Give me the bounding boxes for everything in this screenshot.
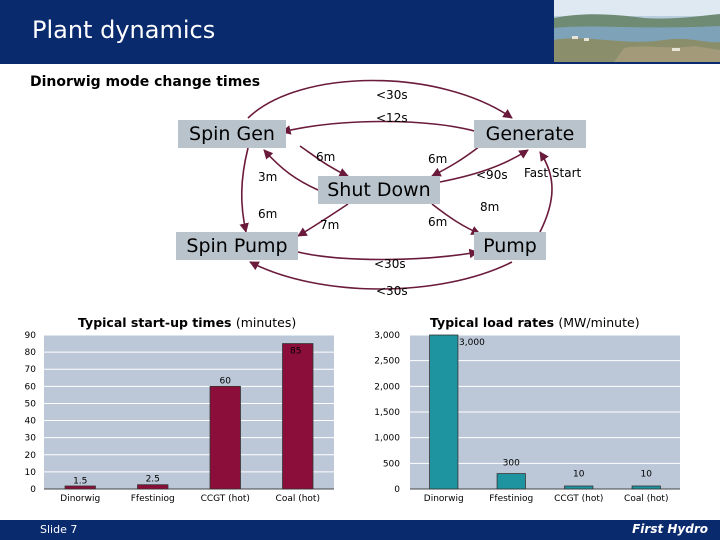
- arrow-generate-shutdown: [431, 145, 481, 177]
- slide-title: Plant dynamics: [32, 16, 216, 44]
- label-top-inner: <12s: [376, 111, 408, 125]
- brand-logo-text: First Hydro: [632, 522, 708, 536]
- bar-ccgt-hot-: [209, 385, 241, 490]
- startup-chart-title: Typical start-up times (minutes): [78, 315, 296, 330]
- loadrate-chart-title-unit: (MW/minute): [558, 315, 640, 330]
- label-shutdown-pump: 6m: [428, 215, 448, 229]
- node-shut-down: Shut Down: [318, 176, 440, 204]
- y-tick-label: 10: [25, 468, 37, 478]
- bar-dinorwig: [429, 334, 459, 490]
- arrow-shutdown-pump: [431, 203, 481, 235]
- loadrate-chart-title: Typical load rates (MW/minute): [430, 315, 640, 330]
- x-tick-label: Coal (hot): [276, 494, 320, 504]
- y-tick-label: 20: [25, 451, 37, 461]
- label-top-outer: <30s: [376, 88, 408, 102]
- x-tick-label: CCGT (hot): [201, 494, 250, 504]
- y-tick-label: 3,000: [374, 331, 400, 341]
- label-generate-shutdown: 6m: [428, 152, 448, 166]
- data-label: 2.5: [146, 475, 160, 485]
- node-spin-pump: Spin Pump: [176, 232, 298, 260]
- data-label: 10: [641, 469, 653, 479]
- y-tick-label: 50: [25, 399, 37, 409]
- label-pump-generate: 8m: [480, 200, 500, 214]
- startup-chart-title-text: Typical start-up times: [78, 315, 232, 330]
- arrow-spinpump-pump-inner: [297, 248, 479, 261]
- y-tick-label: 40: [25, 417, 37, 427]
- x-tick-label: Dinorwig: [424, 494, 464, 504]
- y-tick-label: 500: [383, 459, 400, 469]
- y-tick-label: 1,500: [374, 408, 400, 418]
- data-label: 300: [503, 459, 520, 469]
- data-label: 85: [290, 347, 301, 357]
- slide-number: Slide 7: [40, 523, 78, 536]
- y-tick-label: 0: [394, 485, 400, 495]
- node-spin-gen: Spin Gen: [178, 120, 286, 148]
- label-fast-start: Fast Start: [524, 166, 582, 180]
- label-spingen-spinpump: 6m: [258, 207, 278, 221]
- data-label: 60: [220, 376, 232, 386]
- arrow-pump-generate: [539, 151, 553, 233]
- data-label: 3,000: [459, 338, 485, 348]
- header-bar: Plant dynamics: [0, 0, 720, 64]
- bar-coal-hot-: [282, 343, 314, 490]
- bar-ffestiniog: [137, 484, 169, 490]
- y-tick-label: 1,000: [374, 434, 400, 444]
- x-tick-label: Dinorwig: [60, 494, 100, 504]
- label-bottom-inner: <30s: [374, 257, 406, 271]
- footer-bar: Slide 7 First Hydro: [0, 520, 720, 540]
- startup-chart-title-unit: (minutes): [235, 315, 297, 330]
- landscape-photo: [554, 0, 720, 62]
- label-shutdown-generate: <90s: [476, 168, 508, 182]
- label-spingen-shutdown: 6m: [316, 150, 336, 164]
- startup-times-chart: 0 10 20 30 40 50 60 70 80 90 1.5 Dinorwig 2.5 Ffestin…: [25, 331, 334, 504]
- y-tick-label: 80: [25, 348, 37, 358]
- arrow-pump-spinpump-outer: [249, 261, 513, 290]
- label-shutdown-spingen: 3m: [258, 170, 278, 184]
- y-tick-label: 70: [25, 365, 37, 375]
- label-shutdown-spinpump: 7m: [320, 218, 340, 232]
- y-tick-label: 60: [25, 382, 37, 392]
- y-tick-label: 2,000: [374, 382, 400, 392]
- data-label: 1.5: [73, 476, 87, 486]
- diagram-title: Dinorwig mode change times: [30, 74, 261, 90]
- data-label: 10: [573, 469, 585, 479]
- arrow-shutdown-spingen: [263, 149, 319, 191]
- node-generate: Generate: [474, 120, 586, 148]
- y-tick-label: 0: [30, 485, 36, 495]
- bar-ffestiniog: [496, 473, 526, 490]
- y-tick-label: 90: [25, 331, 37, 341]
- arrow-shutdown-spinpump: [297, 203, 349, 237]
- x-tick-label: Coal (hot): [624, 494, 668, 504]
- x-tick-label: Ffestiniog: [131, 494, 175, 504]
- y-tick-label: 30: [25, 434, 37, 444]
- arrow-shutdown-generate: [439, 149, 529, 183]
- arrow-spingen-generate-outer: [247, 79, 513, 119]
- load-rates-chart: 0 500 1,000 1,500 2,000 2,500 3,000 3,000 Dinorw…: [374, 331, 680, 504]
- arrow-spingen-spinpump: [239, 147, 249, 233]
- arrow-spingen-shutdown: [299, 145, 349, 177]
- x-tick-label: Ffestiniog: [489, 494, 533, 504]
- arrow-generate-spingen-inner: [281, 120, 479, 135]
- bar-coal-hot-: [631, 485, 661, 490]
- label-bottom-outer: <30s: [376, 284, 408, 298]
- loadrate-chart-title-text: Typical load rates: [430, 315, 555, 330]
- bar-dinorwig: [64, 485, 96, 490]
- mode-change-arrows: [239, 79, 553, 290]
- y-tick-label: 2,500: [374, 357, 400, 367]
- node-pump: Pump: [474, 232, 546, 260]
- x-tick-label: CCGT (hot): [554, 494, 603, 504]
- bar-ccgt-hot-: [564, 485, 594, 490]
